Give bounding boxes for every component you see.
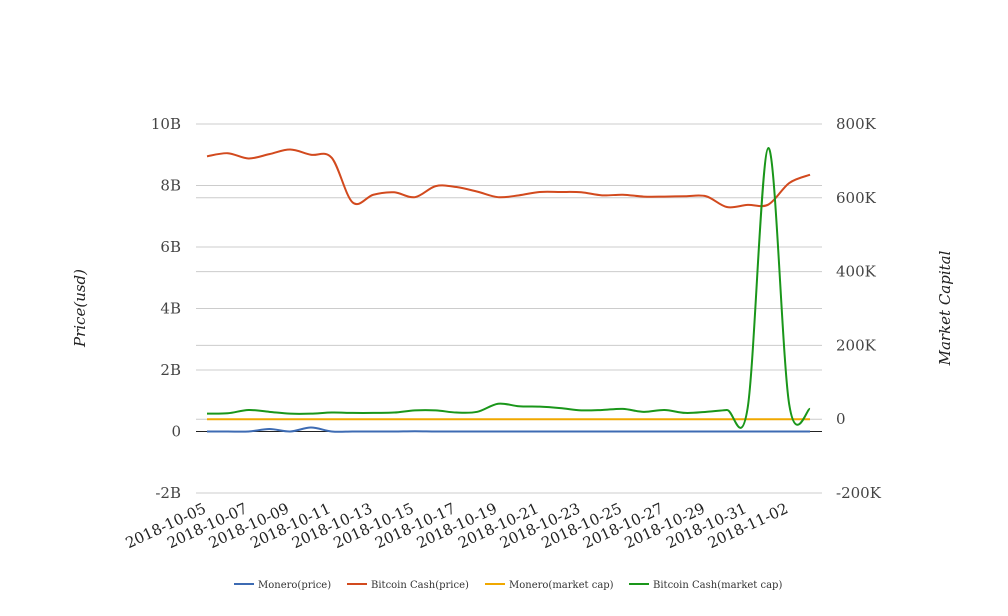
left-tick-label: 10B [151, 115, 181, 133]
right-tick-label: 200K [836, 336, 877, 354]
right-axis-title: Market Capital [936, 250, 954, 366]
left-axis-title: Price(usd) [71, 269, 89, 348]
left-tick-label: 8B [160, 177, 181, 195]
x-axis-ticks: 2018-10-052018-10-072018-10-092018-10-11… [123, 499, 791, 552]
series-line-bitcoin-cash-price [206, 148, 811, 209]
left-tick-label: 6B [160, 238, 181, 256]
right-tick-label: 0 [836, 410, 846, 428]
legend-label-monero-market-cap: Monero(market cap) [509, 580, 614, 591]
series-line-monero-price [207, 426, 810, 433]
right-tick-label: 800K [836, 115, 877, 133]
legend-label-bitcoin-cash-market-cap: Bitcoin Cash(market cap) [653, 580, 782, 591]
left-tick-label: 4B [160, 300, 181, 318]
legend-label-bitcoin-cash-price: Bitcoin Cash(price) [371, 580, 469, 591]
gridlines [196, 123, 822, 494]
series-lines [206, 146, 811, 433]
right-tick-label: 400K [836, 263, 877, 281]
series-line-bitcoin-cash-market-cap [206, 146, 811, 429]
legend-label-monero-price: Monero(price) [258, 580, 331, 591]
left-tick-label: -2B [155, 484, 181, 502]
right-axis-ticks: 800K 600K 400K 200K 0 -200K [836, 115, 882, 502]
left-axis-ticks: 10B 8B 6B 4B 2B 0 -2B [151, 115, 181, 502]
legend: Monero(price) Bitcoin Cash(price) Monero(m… [234, 580, 782, 591]
right-tick-label: -200K [836, 484, 882, 502]
left-tick-label: 2B [160, 361, 181, 379]
right-tick-label: 600K [836, 189, 877, 207]
left-tick-label: 0 [171, 423, 181, 441]
